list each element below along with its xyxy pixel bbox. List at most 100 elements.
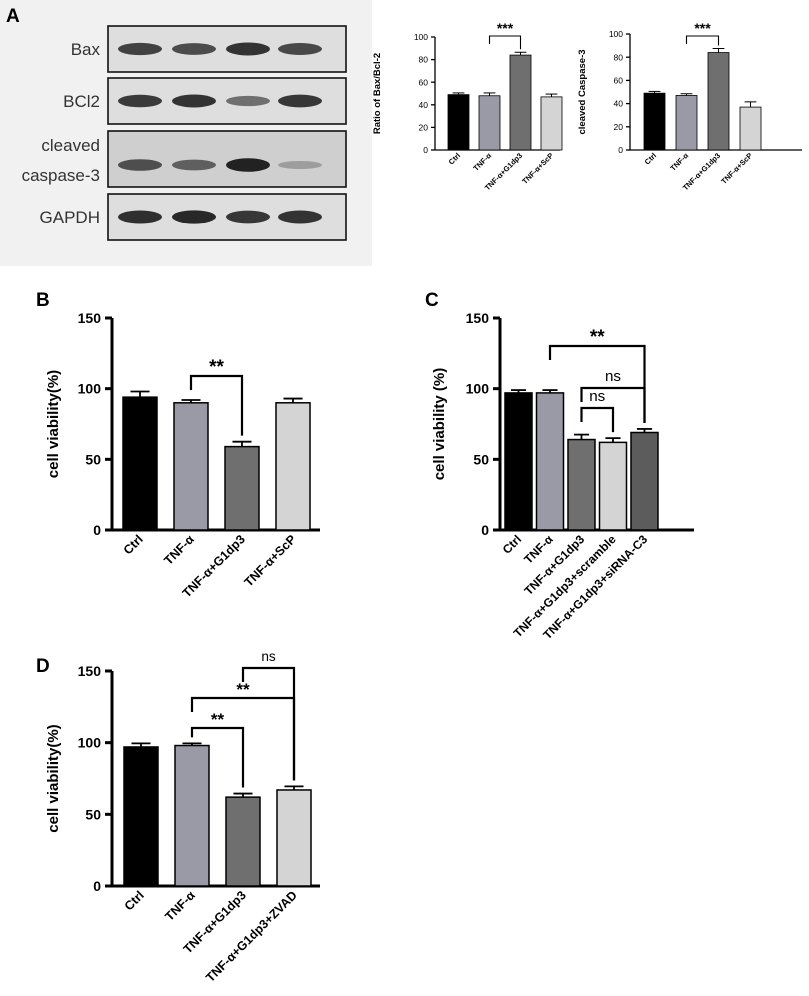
bar [447, 94, 470, 151]
blot-band [226, 158, 270, 172]
y-tick-label: 50 [85, 451, 101, 467]
category-label: TNF-α [471, 151, 493, 173]
category-label: Ctrl [447, 151, 463, 167]
significance-label: ** [211, 710, 225, 729]
y-axis-label: cell viability (%) [431, 368, 448, 481]
y-tick-label: 80 [614, 52, 624, 62]
bar [122, 396, 158, 531]
y-tick-label: 20 [614, 122, 624, 132]
bar [707, 52, 730, 151]
bar [173, 402, 209, 531]
category-label: Ctrl [500, 532, 525, 557]
bar [643, 92, 666, 151]
significance-label: ns [261, 649, 276, 664]
significance-label: ns [589, 388, 605, 405]
chart-a1: 0 20 40 60 80 100 Ratio of Bax/Bcl-2 Ctrl TNF-α T… [372, 20, 563, 192]
significance-label: *** [497, 20, 514, 36]
panel-label-b: B [36, 290, 50, 311]
significance-bracket [190, 726, 245, 788]
y-tick-label: 40 [419, 100, 429, 110]
blot-band [278, 43, 322, 55]
bar [174, 744, 210, 887]
blot-band [118, 94, 162, 108]
y-axis-label: cell viability(%) [45, 724, 62, 832]
y-tick-label: 60 [419, 77, 429, 87]
blot-band [172, 43, 216, 55]
category-label: TNF-α+ScP [719, 151, 754, 186]
blot-label: caspase-3 [22, 166, 100, 185]
blot-frame [107, 130, 347, 188]
significance-label: ** [236, 680, 250, 699]
blot-band [172, 94, 216, 108]
blot-label: Bax [71, 40, 101, 59]
y-tick-label: 150 [78, 663, 102, 679]
significance-label: ns [605, 368, 621, 385]
blot-row: GAPDH [40, 193, 347, 241]
y-tick-label: 0 [93, 522, 101, 538]
y-tick-label: 100 [78, 381, 102, 397]
chart-b: 0 50 100 150 cell viability(%) Ctrl TNF-α TNF-α… [45, 310, 320, 600]
y-tick-label: 0 [93, 878, 101, 894]
bar [540, 96, 563, 151]
blot-band [172, 159, 216, 171]
bar [123, 746, 159, 887]
category-label: TNF-α [668, 151, 690, 173]
blot-band [278, 161, 322, 169]
significance-bracket [241, 666, 296, 781]
blot-band [172, 210, 216, 224]
significance-bracket [580, 406, 615, 433]
category-label: TNF-α+ScP [520, 151, 555, 186]
category-label: Ctrl [122, 888, 147, 913]
bar [739, 106, 762, 151]
bar [276, 789, 312, 887]
category-label: TNF-α [162, 888, 198, 924]
blot-row: Bax [71, 25, 347, 73]
chart-d: 0 50 100 150 cell viability(%) Ctrl TNF-αTNF-α… [45, 649, 320, 985]
blot-band [278, 210, 322, 224]
y-tick-label: 100 [609, 29, 623, 39]
blot-band [278, 94, 322, 108]
category-label: TNF-α+ScP [242, 532, 299, 589]
bar [478, 95, 501, 151]
significance-label: ** [209, 357, 224, 378]
y-tick-label: 150 [78, 310, 102, 326]
significance-label: ** [590, 327, 605, 348]
significance-label: *** [694, 20, 711, 36]
blot-band [118, 159, 162, 171]
panel-label-c: C [425, 290, 439, 311]
significance-bracket [685, 35, 720, 46]
blot-row: BCl2 [63, 77, 347, 125]
significance-bracket [189, 374, 244, 436]
y-axis-label: cell viability(%) [45, 370, 62, 478]
y-tick-label: 0 [423, 145, 428, 155]
blot-row: cleaved caspase-3 [22, 130, 347, 188]
y-tick-label: 80 [419, 55, 429, 65]
bar [224, 445, 260, 531]
bar [598, 441, 628, 531]
y-tick-label: 150 [466, 310, 490, 326]
y-tick-label: 50 [85, 806, 101, 822]
blot-label: cleaved [41, 136, 100, 155]
y-axis-label: cleaved Caspase-3 [577, 49, 588, 134]
category-label: TNF-α+G1dp3+ZVAD [203, 888, 300, 985]
blot-band [118, 42, 162, 56]
y-tick-label: 50 [473, 451, 489, 467]
blot-band [226, 210, 270, 224]
bar [275, 402, 311, 531]
significance-bracket [580, 386, 646, 423]
blot-rows: Bax BCl2 cleaved caspase-3 GAPDH [22, 25, 347, 241]
y-tick-label: 40 [614, 99, 624, 109]
bar [535, 392, 565, 531]
chart-a2: 0 20 40 60 80 100 cleaved Caspase-3 Ctrl TNF-α TN… [577, 20, 802, 192]
y-tick-label: 60 [614, 75, 624, 85]
bar [504, 392, 533, 531]
blot-label: BCl2 [63, 92, 100, 111]
panel-label-a: A [6, 6, 20, 27]
significance-bracket [548, 344, 646, 423]
category-label: Ctrl [643, 151, 659, 167]
bar [225, 796, 261, 887]
bar [509, 54, 532, 151]
y-tick-label: 100 [414, 32, 428, 42]
y-tick-label: 0 [481, 522, 489, 538]
